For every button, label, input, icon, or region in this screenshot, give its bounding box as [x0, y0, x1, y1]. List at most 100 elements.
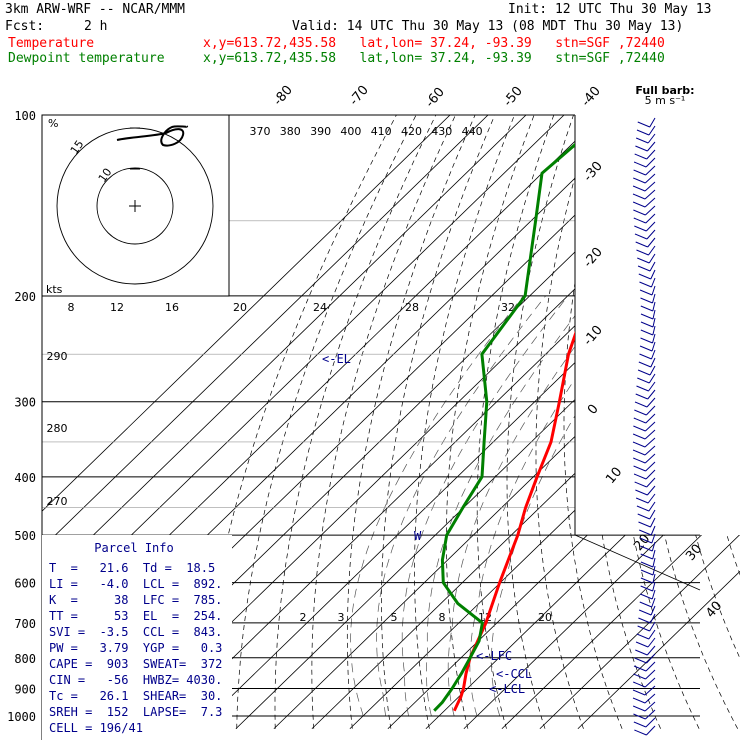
theta-label: 290 — [47, 350, 68, 363]
parcel-title: Parcel Info — [94, 541, 173, 555]
lfc-marker: <-LFC — [476, 649, 512, 663]
isotherm-line — [42, 115, 565, 730]
isotherm-label: -80 — [271, 83, 296, 109]
isotherm-label: 10 — [603, 465, 625, 487]
lcl-marker: <-LCL — [489, 682, 525, 696]
valid-time: Valid: 14 UTC Thu 30 May 13 (08 MDT Thu … — [292, 19, 684, 34]
isotherm-label: -70 — [347, 83, 372, 109]
isotherm-label: -50 — [501, 84, 526, 110]
frame-diagonal — [574, 534, 701, 591]
isotherm-label: -20 — [581, 245, 606, 271]
dry-adiabat-line — [311, 115, 456, 729]
hodograph-corner-mark: % — [48, 117, 58, 130]
isotherm-label: 0 — [585, 402, 602, 418]
isotherm-label: -10 — [581, 323, 606, 349]
theta-e-label: 370 — [250, 125, 271, 138]
isotherm-label: -40 — [579, 84, 604, 110]
hodograph-unit: kts — [46, 283, 63, 296]
dry-adiabat-line — [668, 115, 740, 729]
parcel-row: Tc = 26.1 SHEAR= 30. — [49, 689, 222, 703]
theta-e-label: 440 — [462, 125, 483, 138]
dry-adiabat-line — [236, 115, 417, 729]
theta-label: 280 — [47, 422, 68, 435]
dry-adiabat-line — [535, 115, 594, 729]
isotherm-line — [425, 115, 740, 730]
pressure-label: 900 — [14, 682, 36, 696]
w-marker: W — [414, 529, 422, 543]
theta-e-label: 390 — [310, 125, 331, 138]
parcel-row: CAPE = 903 SWEAT= 372 — [49, 657, 222, 671]
pressure-label: 600 — [14, 577, 36, 591]
pressure-label: 400 — [14, 471, 36, 485]
isotherm-line — [463, 115, 740, 730]
pressure-label: 100 — [14, 109, 36, 123]
speed-label: 28 — [405, 301, 419, 314]
dry-adiabat-line — [381, 115, 496, 729]
theta-e-label: 430 — [431, 125, 452, 138]
parcel-info-box — [42, 535, 232, 740]
speed-label: 24 — [313, 301, 327, 314]
hodograph-ring — [96, 167, 174, 245]
isotherm-label: -60 — [423, 85, 448, 111]
theta-e-label: 400 — [340, 125, 361, 138]
dry-adiabat-line — [506, 115, 574, 729]
parcel-row: TT = 53 EL = 254. — [49, 609, 222, 623]
dry-adiabat-line — [476, 115, 555, 729]
pressure-label: 800 — [14, 652, 36, 666]
legend-temperature-info: x,y=613.72,435.58 lat,lon= 37.24, -93.39… — [203, 36, 665, 51]
dry-adiabat-line — [716, 115, 740, 729]
theta-label: 270 — [47, 495, 68, 508]
forecast-hours: 2 h — [84, 19, 108, 34]
moist-adiabat-line — [447, 295, 614, 717]
theta-e-label: 420 — [401, 125, 422, 138]
forecast-label: Fcst: — [5, 19, 45, 34]
isotherm-line — [311, 115, 740, 730]
moist-adiabat-line — [376, 295, 546, 717]
mixing-ratio-label: 20 — [538, 611, 552, 624]
legend-dewpoint-info: x,y=613.72,435.58 lat,lon= 37.24, -93.39… — [203, 51, 665, 66]
dry-adiabat-line — [414, 115, 515, 729]
mixing-ratio-label: 3 — [338, 611, 345, 624]
dry-adiabat-line — [692, 115, 740, 729]
isotherm-line — [539, 115, 740, 730]
model-title: 3km ARW-WRF -- NCAR/MMM — [5, 2, 186, 17]
theta-e-label: 380 — [280, 125, 301, 138]
speed-label: 20 — [233, 301, 247, 314]
dry-adiabat-line — [274, 115, 437, 729]
mixing-ratio-label: 2 — [300, 611, 307, 624]
moist-adiabat-line — [426, 295, 591, 717]
isotherm-label: -30 — [581, 159, 606, 185]
moist-adiabat-line — [469, 295, 636, 717]
dry-adiabat-line — [563, 115, 623, 729]
pressure-label: 1000 — [7, 710, 36, 724]
barb-legend-unit: 5 m s⁻¹ — [645, 94, 686, 107]
moist-adiabat-line — [491, 295, 658, 717]
pressure-label: 200 — [14, 290, 36, 304]
el-marker: <-EL — [322, 352, 351, 366]
dry-adiabat-line — [346, 115, 476, 729]
dry-adiabat-line — [643, 115, 739, 729]
parcel-row: SREH = 152 LAPSE= 7.3 — [49, 705, 222, 719]
dewpoint-profile — [433, 115, 611, 712]
parcel-row: T = 21.6 Td = 18.5 — [49, 561, 215, 575]
ccl-marker: <-CCL — [496, 667, 532, 681]
legend-dewpoint: Dewpoint temperature — [8, 51, 165, 66]
isotherm-line — [387, 115, 740, 730]
parcel-row: K = 38 LFC = 785. — [49, 593, 222, 607]
barb-legend-title: Full barb: — [635, 84, 694, 97]
pressure-label: 300 — [14, 396, 36, 410]
theta-e-label: 410 — [371, 125, 392, 138]
pressure-label: 500 — [14, 529, 36, 543]
speed-label: 16 — [165, 301, 179, 314]
pressure-label: 700 — [14, 617, 36, 631]
hodograph-trace — [116, 125, 189, 147]
speed-label: 8 — [68, 301, 75, 314]
isotherm-line — [577, 115, 740, 730]
parcel-row: SVI = -3.5 CCL = 843. — [49, 625, 222, 639]
isotherm-label: 30 — [683, 542, 705, 564]
isotherm-line — [42, 115, 489, 730]
parcel-row: PW = 3.79 YGP = 0.3 — [49, 641, 222, 655]
moist-adiabat-line — [401, 295, 569, 717]
isotherm-label: 40 — [703, 599, 725, 621]
speed-label: 12 — [110, 301, 124, 314]
